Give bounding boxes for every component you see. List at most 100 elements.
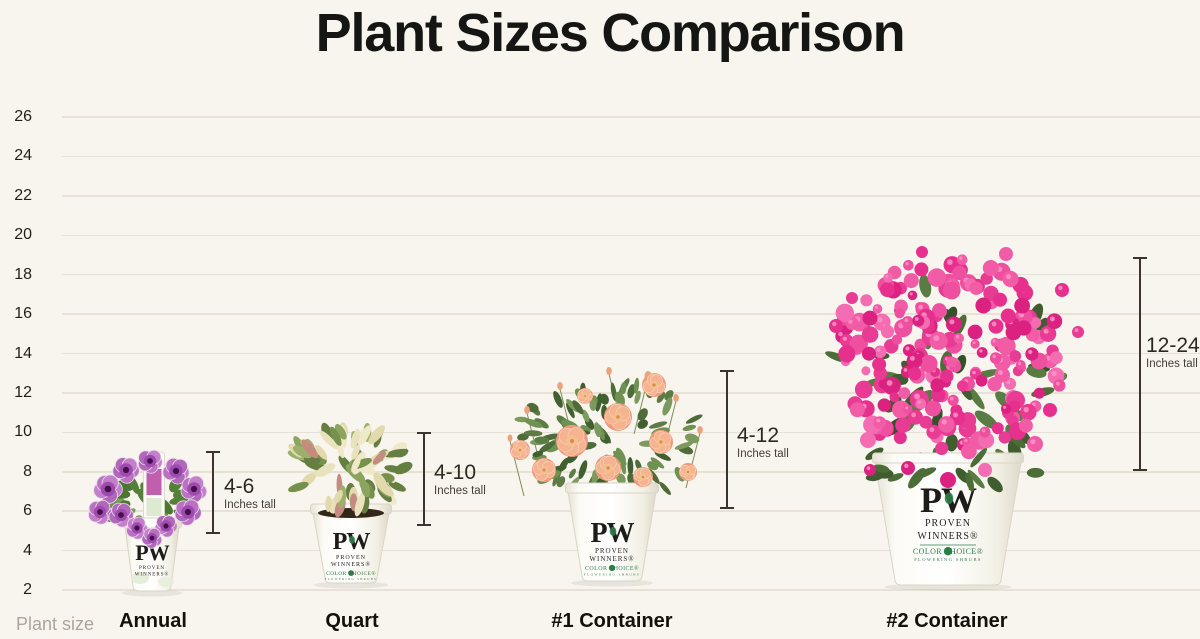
flower-center — [569, 438, 575, 444]
blossom-highlight — [914, 317, 919, 321]
flower-throat — [122, 466, 130, 474]
blossom — [956, 254, 968, 265]
pot-line2: WINNERS® — [135, 572, 170, 578]
blossom — [864, 464, 876, 476]
foliage — [287, 422, 413, 518]
blossom-highlight — [955, 335, 960, 339]
flower-throat — [149, 535, 155, 541]
blossom-highlight — [918, 304, 923, 310]
blossom — [953, 333, 964, 344]
leaf — [384, 448, 409, 458]
blossom — [988, 318, 1004, 334]
rose-bloom — [604, 403, 632, 431]
blossom-highlight — [1030, 439, 1036, 445]
blossom — [872, 304, 883, 314]
blossom — [873, 416, 887, 429]
flower-center — [606, 466, 610, 470]
gridline — [62, 273, 1200, 276]
rose-bloom — [679, 463, 697, 481]
blossom — [1049, 351, 1063, 365]
blossom — [990, 337, 1000, 347]
blossom — [1043, 403, 1057, 417]
blossom — [1046, 313, 1063, 330]
rose-bud — [524, 406, 530, 414]
leaf — [659, 482, 671, 495]
blossom — [907, 367, 922, 381]
blossom — [860, 294, 873, 307]
measurement-label-container1: 4-12 Inches tall — [737, 425, 789, 461]
pot-line2: WINNERS® — [917, 531, 978, 542]
blossom — [882, 376, 901, 395]
blossom-highlight — [903, 368, 908, 372]
category-label-annual: Annual — [119, 610, 187, 632]
blossom — [1015, 360, 1026, 370]
leaf — [627, 384, 636, 399]
leaf — [568, 468, 576, 479]
leaf — [634, 390, 641, 404]
blossom — [872, 357, 887, 372]
pot-leaf-watermark — [158, 577, 174, 587]
blossom-highlight — [1055, 381, 1060, 386]
leaf — [887, 473, 904, 482]
blossom — [880, 282, 895, 298]
measurement-value: 12-24 — [1146, 334, 1200, 357]
flower-center — [518, 448, 522, 452]
leaf — [682, 424, 697, 432]
leaf — [315, 463, 336, 477]
blossom — [901, 316, 914, 328]
gridline — [62, 195, 1200, 197]
tag-photo — [146, 469, 162, 495]
petunia-bloom — [112, 457, 140, 484]
leaf — [594, 422, 602, 438]
blossom — [927, 268, 947, 287]
leaf — [647, 461, 659, 471]
leaf — [662, 397, 673, 416]
blossom-highlight — [904, 318, 909, 323]
blossom-highlight — [904, 463, 909, 469]
blossom — [861, 326, 879, 343]
flower-throat — [104, 485, 112, 493]
rose-bud — [673, 394, 679, 402]
blossom-highlight — [1028, 349, 1033, 355]
leaf — [966, 385, 985, 410]
blossom — [893, 431, 907, 445]
pot-badge: COLOR CHOICE® — [585, 565, 639, 572]
leaf — [301, 439, 319, 459]
flower-throat — [118, 512, 124, 518]
blossom — [942, 281, 961, 300]
y-tick-label: 2 — [23, 581, 32, 598]
blossom — [976, 347, 988, 358]
measurement-value: 4-6 — [224, 475, 255, 498]
petunia-bloom — [93, 474, 123, 504]
flower-center — [616, 415, 620, 419]
pot-line2: WINNERS® — [331, 561, 371, 568]
gridline — [62, 589, 1200, 591]
measurement-unit: Inches tall — [737, 448, 789, 460]
blossom — [993, 292, 1008, 307]
y-tick-label: 22 — [14, 186, 32, 204]
blossom — [1002, 270, 1019, 288]
leaf — [633, 377, 640, 394]
leaf — [329, 426, 342, 446]
blossom — [1014, 297, 1030, 314]
gridline — [62, 352, 1200, 355]
leaf — [637, 408, 648, 421]
blossom — [916, 246, 928, 258]
blossom-highlight — [876, 418, 881, 423]
chart-title: Plant Sizes Comparison — [315, 3, 906, 63]
leaf — [325, 495, 332, 512]
blossom — [1033, 387, 1045, 399]
leaf — [873, 464, 890, 473]
blossom — [929, 331, 948, 350]
blossom-highlight — [866, 466, 871, 471]
blossom — [901, 461, 915, 475]
blossom — [938, 416, 955, 433]
measurement-label-quart: 4-10 Inches tall — [434, 462, 486, 498]
y-tick-label: 8 — [23, 462, 32, 480]
pot-line2: WINNERS® — [589, 555, 634, 563]
leaf — [359, 428, 368, 443]
leaf — [650, 457, 665, 469]
y-tick-label: 18 — [14, 265, 32, 283]
blossom-highlight — [876, 347, 881, 352]
